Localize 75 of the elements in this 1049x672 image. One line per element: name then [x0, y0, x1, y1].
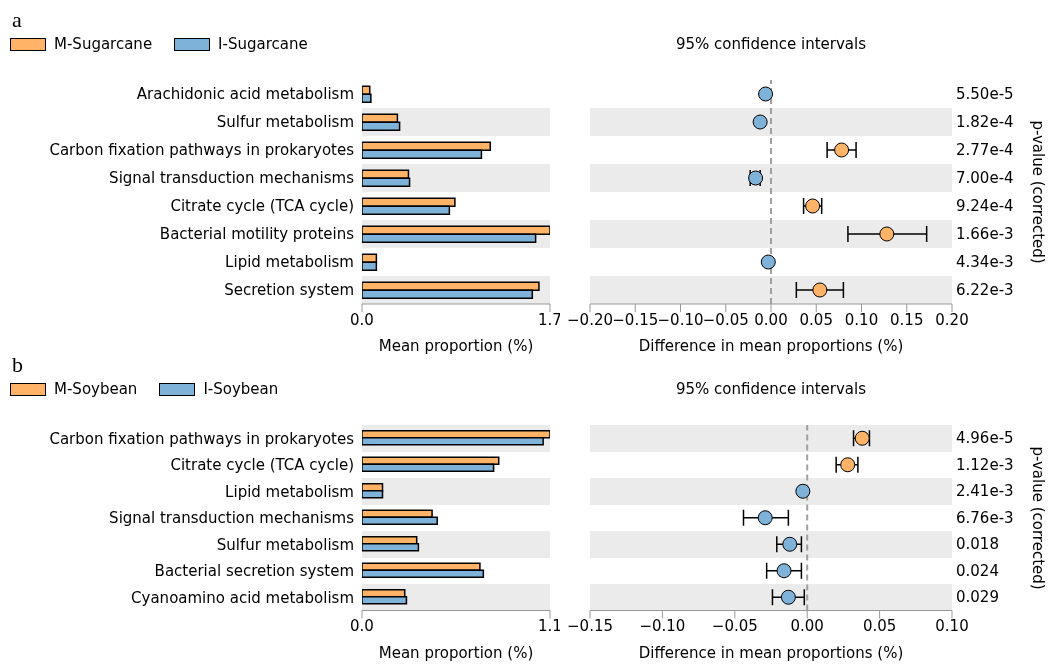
text: 6.22e-3	[956, 281, 1014, 299]
text: 0.018	[956, 535, 999, 554]
y-tick-label: Secretion system	[224, 281, 354, 300]
text: 5.50e-5	[956, 85, 1014, 103]
point	[776, 563, 792, 579]
chart-title: 95% confidence intervals	[675, 35, 867, 53]
x-axis-title: Difference in mean proportions (%)	[637, 643, 905, 662]
y-tick-label: Bacterial motility proteins	[159, 225, 355, 244]
x-tick-label: 0.0	[350, 310, 374, 329]
point	[879, 226, 895, 242]
x-tick-label: −0.05	[702, 310, 749, 329]
x-tick-label: 0.00	[754, 310, 788, 329]
x-tick-label: 0.15	[890, 310, 924, 329]
y-tick-label: Citrate cycle (TCA cycle)	[170, 456, 354, 475]
x-axis-title: Mean proportion (%)	[377, 643, 535, 662]
x-tick-label: 1.7	[538, 310, 562, 329]
y-tick-label: Citrate cycle (TCA cycle)	[170, 197, 354, 216]
text: 1.82e-4	[956, 113, 1014, 131]
point	[752, 114, 768, 130]
point	[840, 457, 856, 473]
x-tick-label: 0.10	[844, 310, 879, 329]
chart-title: 95% confidence intervals	[675, 380, 867, 398]
x-tick-label: 0.05	[862, 617, 897, 636]
legend-label: I-Sugarcane	[217, 35, 308, 53]
point	[757, 510, 773, 526]
x-tick-label: −0.15	[612, 310, 659, 329]
x-tick-label: 1.1	[538, 617, 562, 636]
point	[760, 254, 776, 270]
y-tick-label: Bacterial secretion system	[154, 562, 354, 581]
text: 4.34e-3	[956, 253, 1014, 271]
point	[834, 142, 850, 158]
text: 1.12e-3	[956, 455, 1014, 474]
x-tick-label: −0.20	[567, 310, 613, 329]
point	[782, 536, 798, 552]
x-tick-label: 0.05	[799, 310, 833, 329]
text: 7.00e-4	[956, 169, 1014, 187]
y-tick-label: Lipid metabolism	[225, 482, 354, 501]
x-tick-label: −0.10	[639, 617, 686, 636]
point	[812, 282, 828, 298]
text: 0.029	[956, 588, 999, 607]
y-tick-label: Signal transduction mechanisms	[109, 169, 355, 188]
y-tick-label: Signal transduction mechanisms	[109, 509, 355, 528]
x-tick-label: −0.15	[567, 617, 613, 636]
point	[758, 86, 774, 102]
text: 1.66e-3	[956, 225, 1014, 243]
x-axis-title: Difference in mean proportions (%)	[637, 337, 905, 355]
text: 2.41e-3	[956, 482, 1014, 501]
point	[795, 483, 811, 499]
text: a	[12, 7, 22, 33]
y-tick-label: Sulfur metabolism	[216, 535, 354, 554]
y-tick-label: Lipid metabolism	[225, 253, 354, 272]
text: 9.24e-4	[956, 197, 1014, 215]
y-tick-label: Carbon fixation pathways in prokaryotes	[49, 429, 355, 448]
x-tick-label: 0.10	[935, 617, 969, 636]
y-tick-label: Arachidonic acid metabolism	[136, 85, 354, 104]
text: 0.024	[956, 561, 999, 580]
x-tick-label: 0.20	[935, 310, 969, 329]
text: 4.96e-5	[956, 429, 1014, 448]
y2-axis-title: p-value (corrected)	[1029, 445, 1047, 592]
legend-label: I-Soybean	[202, 380, 279, 398]
y2-axis-title: p-value (corrected)	[1029, 119, 1047, 266]
x-tick-label: −0.10	[657, 310, 704, 329]
y-tick-label: Carbon fixation pathways in prokaryotes	[49, 141, 355, 160]
text: b	[12, 352, 23, 378]
x-tick-label: 0.0	[350, 617, 374, 636]
legend-label: M-Sugarcane	[53, 35, 153, 53]
legend-label: M-Soybean	[53, 380, 138, 398]
x-tick-label: −0.05	[711, 617, 758, 636]
text: 6.76e-3	[956, 508, 1014, 527]
text: 2.77e-4	[956, 141, 1014, 159]
y-tick-label: Cyanoamino acid metabolism	[131, 588, 354, 607]
x-tick-label: 0.00	[790, 617, 824, 636]
x-axis-title: Mean proportion (%)	[377, 337, 535, 355]
point	[780, 589, 796, 605]
y-tick-label: Sulfur metabolism	[216, 113, 354, 132]
